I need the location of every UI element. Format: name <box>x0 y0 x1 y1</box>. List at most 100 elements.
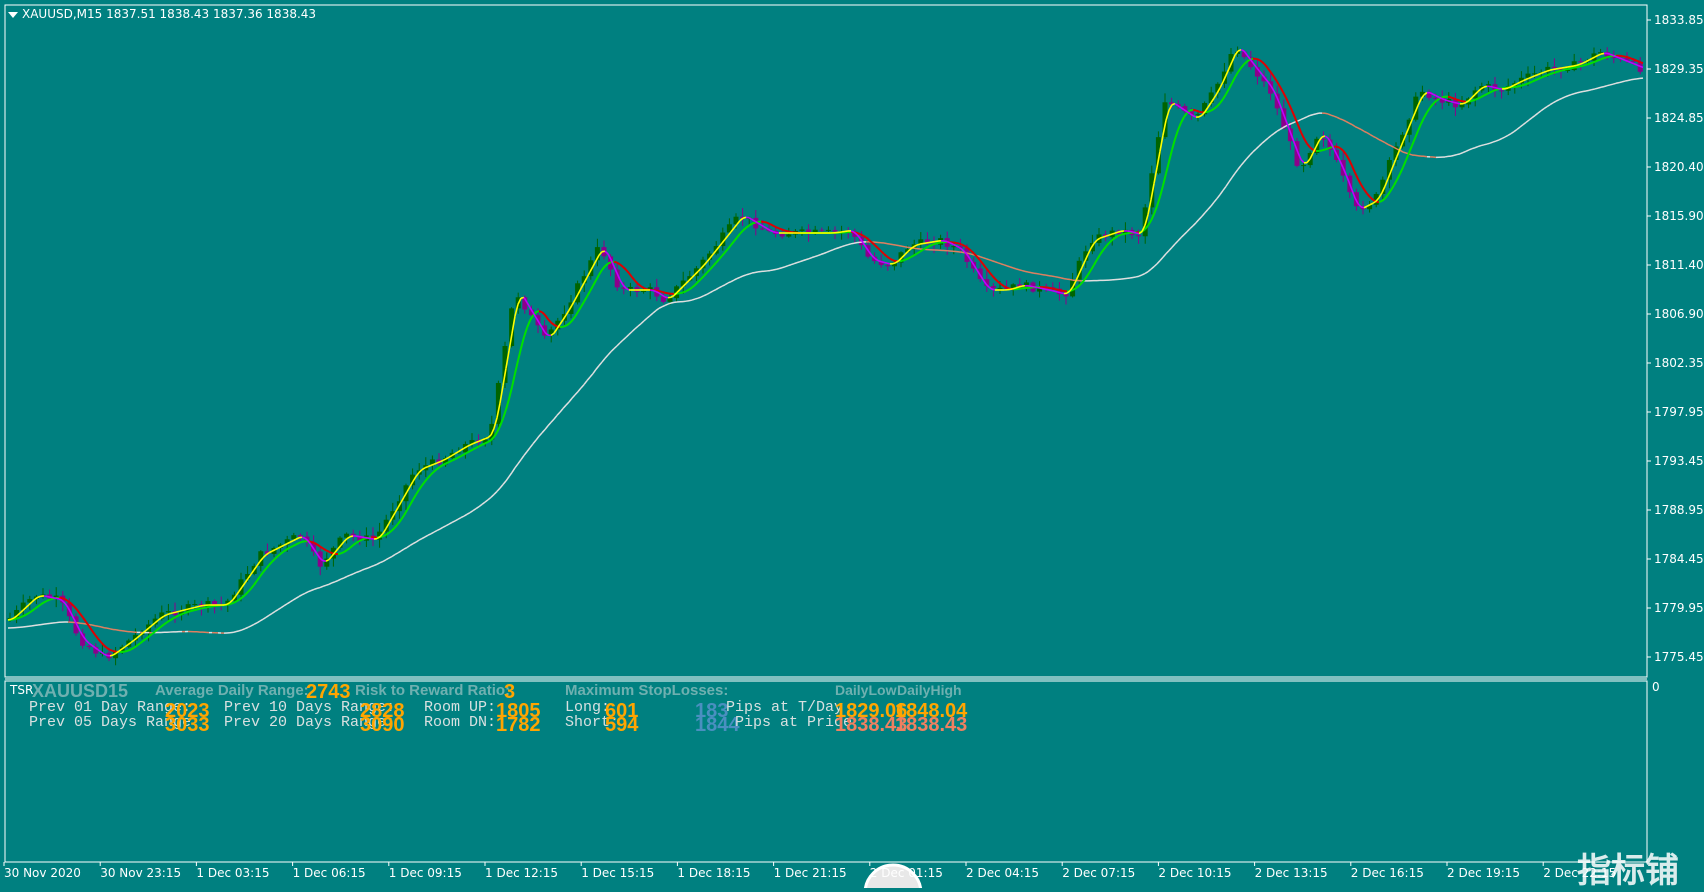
fast-ma-line <box>299 537 302 538</box>
slow-ma-line <box>1436 99 1439 101</box>
long-ma-line <box>704 294 707 295</box>
fast-ma-line <box>224 604 227 605</box>
slow-ma-line <box>161 624 164 626</box>
long-ma-line <box>95 626 98 627</box>
slow-ma-line <box>878 248 881 251</box>
long-ma-line <box>1229 178 1232 182</box>
fast-ma-line <box>668 297 671 298</box>
long-ma-line <box>1523 122 1526 124</box>
slow-ma-line <box>1631 58 1634 59</box>
slow-ma-line <box>152 632 155 634</box>
slow-ma-line <box>701 276 704 279</box>
slow-ma-line <box>1295 118 1298 125</box>
fast-ma-line <box>482 439 485 440</box>
long-ma-line <box>1559 98 1562 99</box>
long-ma-line <box>1232 173 1235 177</box>
triangle-down-icon[interactable] <box>8 12 18 18</box>
long-ma-line <box>1334 116 1337 117</box>
slow-ma-line <box>1589 63 1592 64</box>
price-tick-label: 1793.45 <box>1654 454 1704 468</box>
fast-ma-line <box>1436 96 1439 98</box>
slow-ma-line <box>1625 57 1628 58</box>
slow-ma-line <box>638 284 641 286</box>
long-ma-line <box>1610 84 1613 85</box>
long-ma-line <box>263 617 266 619</box>
slow-ma-line <box>26 613 29 615</box>
fast-ma-line <box>1553 69 1556 70</box>
fast-ma-line <box>428 465 431 466</box>
slow-ma-line <box>158 627 161 629</box>
fast-ma-line <box>1505 88 1508 89</box>
long-ma-line <box>1331 115 1334 116</box>
slow-ma-line <box>1298 125 1301 132</box>
long-ma-line <box>611 349 614 352</box>
slow-ma-line <box>1403 160 1406 167</box>
fast-ma-line <box>1529 77 1532 78</box>
long-ma-line <box>509 472 512 476</box>
long-ma-line <box>803 260 806 261</box>
slow-ma-line <box>1415 131 1418 138</box>
slow-ma-line <box>893 260 896 261</box>
long-ma-line <box>692 299 695 300</box>
long-ma-line <box>740 276 743 277</box>
long-ma-line <box>776 269 779 270</box>
slow-ma-line <box>536 311 539 312</box>
long-ma-line <box>1256 146 1259 149</box>
slow-ma-line <box>1325 149 1328 150</box>
candle-body <box>991 286 996 288</box>
long-ma-line <box>626 334 629 337</box>
long-ma-line <box>1538 111 1541 113</box>
slow-ma-line <box>1358 179 1361 185</box>
fast-ma-line <box>179 611 182 612</box>
slow-ma-line <box>1397 174 1400 180</box>
slow-ma-line <box>1634 60 1637 61</box>
long-ma-line <box>1178 238 1181 241</box>
long-ma-line <box>1616 83 1619 84</box>
slow-ma-line <box>1565 69 1568 70</box>
slow-ma-line <box>17 617 20 618</box>
slow-ma-line <box>1400 167 1403 174</box>
fast-ma-line <box>188 608 191 609</box>
long-ma-line <box>1004 265 1007 266</box>
price-tick-label: 1788.95 <box>1654 503 1704 517</box>
slow-ma-line <box>1580 66 1583 67</box>
long-ma-line <box>854 243 857 244</box>
slow-ma-line <box>476 446 479 448</box>
slow-ma-line <box>929 245 932 246</box>
long-ma-line <box>1385 143 1388 145</box>
long-ma-line <box>1364 131 1367 132</box>
long-ma-line <box>107 628 110 629</box>
fast-ma-line <box>152 623 155 626</box>
slow-ma-line <box>527 321 530 328</box>
fast-ma-line <box>1454 102 1457 103</box>
slow-ma-line <box>1391 185 1394 190</box>
fast-ma-line <box>1058 292 1061 293</box>
long-ma-line <box>995 262 998 263</box>
slow-ma-line <box>1541 76 1544 77</box>
slow-ma-line <box>485 442 488 443</box>
fast-ma-line <box>1478 89 1481 92</box>
roomdn-value: 1782 <box>496 714 541 737</box>
slow-ma-line <box>887 257 890 259</box>
long-ma-line <box>1511 132 1514 134</box>
long-ma-line <box>806 259 809 260</box>
fast-ma-line <box>362 537 365 538</box>
long-ma-line <box>575 392 578 395</box>
slow-ma-line <box>20 616 23 617</box>
slow-ma-line <box>1154 206 1157 214</box>
price-tick-label: 1824.85 <box>1654 111 1704 125</box>
long-ma-line <box>593 369 596 373</box>
long-ma-line <box>824 252 827 253</box>
slow-ma-line <box>1172 139 1175 150</box>
fast-ma-line <box>1634 64 1637 65</box>
long-ma-line <box>1484 144 1487 145</box>
slow-ma-line <box>1265 65 1268 69</box>
fast-ma-line <box>1568 66 1571 67</box>
long-ma-line <box>317 588 320 589</box>
long-ma-line <box>473 509 476 511</box>
fast-ma-line <box>1451 102 1454 103</box>
long-ma-line <box>1529 118 1532 120</box>
slow-ma-line <box>548 319 551 322</box>
long-ma-line <box>1535 113 1538 115</box>
